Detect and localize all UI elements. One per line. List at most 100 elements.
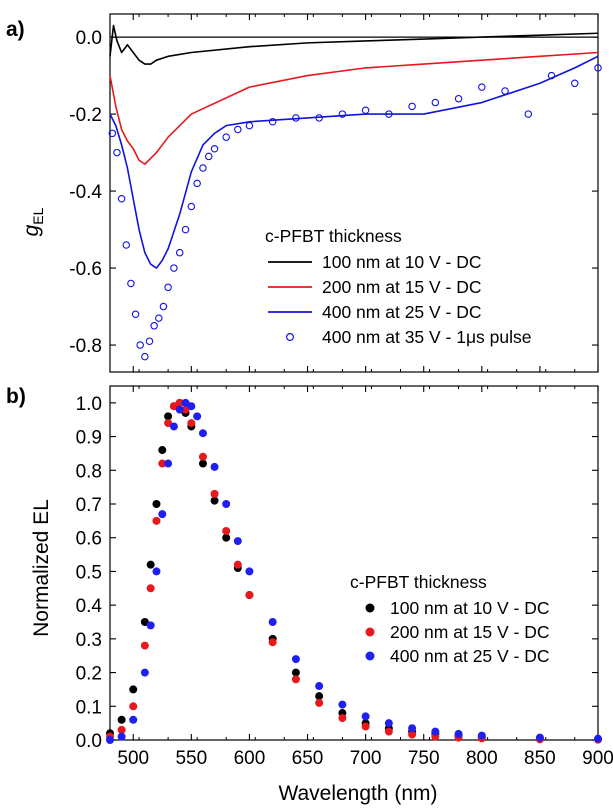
a-series-3-point bbox=[113, 148, 121, 157]
a-series-3-point bbox=[205, 152, 213, 161]
b-x-tick-label: 550 bbox=[175, 748, 207, 769]
a-series-3-point bbox=[571, 79, 579, 88]
a-series-3-point bbox=[181, 225, 190, 234]
b-series-2-point bbox=[338, 700, 347, 709]
a-series-3-point bbox=[268, 118, 277, 126]
b-series-0-point bbox=[152, 500, 161, 508]
a-series-3-point bbox=[210, 144, 219, 153]
a-y-tick-label: -0.2 bbox=[69, 105, 102, 126]
a-series-1-line bbox=[109, 51, 599, 165]
b-series-1-point bbox=[181, 405, 190, 414]
a-series-3-point bbox=[385, 110, 393, 118]
panel-a-y-title-sub: EL bbox=[30, 207, 46, 224]
panel-b-plot-area: 500 550 600 650 700 750 800 850 900 0.0 0.1 0.2 0.3 0… bbox=[76, 385, 613, 769]
b-series-2-point bbox=[146, 621, 155, 630]
a-series-3-point bbox=[131, 310, 140, 319]
a-series-3-point bbox=[136, 341, 144, 349]
b-series-2-point bbox=[245, 567, 254, 576]
b-series-2-point bbox=[210, 462, 219, 471]
a-series-3-point bbox=[222, 133, 230, 141]
a-series-3-point bbox=[145, 337, 154, 345]
panel-a-y-title-main: g bbox=[20, 224, 43, 236]
b-legend-label: 100 nm at 10 V - DC bbox=[390, 598, 550, 618]
b-x-tick-label: 500 bbox=[117, 748, 149, 769]
b-legend-label: 400 nm at 25 V - DC bbox=[390, 646, 550, 666]
b-series-0-point bbox=[164, 412, 173, 421]
b-series-1-point bbox=[152, 516, 161, 525]
b-series-0-point bbox=[158, 446, 167, 455]
a-series-3-point bbox=[108, 129, 117, 138]
b-series-1-point bbox=[222, 526, 231, 535]
b-series-1-point bbox=[187, 419, 196, 428]
a-legend-label: 200 nm at 15 V - DC bbox=[322, 277, 482, 297]
b-series-1-point bbox=[233, 560, 242, 569]
b-legend-swatch bbox=[365, 627, 375, 637]
x-axis-title: Wavelength (nm) bbox=[278, 782, 437, 805]
a-series-3-point bbox=[478, 83, 486, 91]
b-series-1-point bbox=[315, 698, 324, 707]
a-series-3-point bbox=[431, 98, 440, 107]
b-y-tick-label: 0.1 bbox=[76, 697, 102, 718]
a-series-3-point bbox=[454, 94, 463, 103]
b-series-2-point bbox=[117, 732, 126, 741]
b-x-tick-label: 700 bbox=[350, 748, 382, 769]
a-series-3-point bbox=[155, 314, 163, 322]
b-series-2-point bbox=[175, 405, 184, 414]
a-series-3-point bbox=[150, 322, 158, 330]
a-series-3-point bbox=[193, 179, 201, 188]
b-series-1-point bbox=[408, 730, 417, 739]
b-series-0-point bbox=[198, 459, 207, 468]
b-plot-frame bbox=[109, 385, 599, 741]
a-series-3-point bbox=[117, 195, 126, 203]
a-series-3-point bbox=[361, 106, 370, 114]
b-y-tick-label: 1.0 bbox=[76, 394, 102, 415]
b-series-2-point bbox=[181, 398, 190, 407]
b-series-1-point bbox=[169, 402, 178, 411]
b-series-1-point bbox=[164, 419, 173, 428]
b-series-2-point bbox=[408, 724, 417, 733]
b-series-2-point bbox=[187, 402, 196, 411]
b-y-tick-label: 0.9 bbox=[76, 428, 102, 449]
a-series-3-point bbox=[292, 114, 300, 122]
b-series-2-point bbox=[291, 655, 300, 664]
a-legend-swatch bbox=[286, 333, 295, 342]
a-series-3-point bbox=[234, 125, 242, 134]
a-series-3-point bbox=[594, 64, 602, 72]
b-legend-label: 200 nm at 15 V - DC bbox=[390, 622, 550, 642]
panel-a-plot-area: 0.0 -0.2 -0.4 -0.6 -0.8 c-PFBT thickness 100 n… bbox=[69, 13, 602, 373]
b-series-2-point bbox=[152, 567, 161, 576]
b-series-2-point bbox=[361, 712, 370, 721]
a-series-3-point bbox=[141, 352, 149, 361]
a-series-2-line bbox=[109, 55, 599, 269]
b-legend-title: c-PFBT thickness bbox=[350, 572, 487, 592]
b-series-2-point bbox=[198, 429, 207, 438]
b-series-1-point bbox=[361, 722, 370, 731]
b-series-0-point bbox=[146, 560, 155, 569]
panel-a-y-title: gEL bbox=[20, 207, 46, 236]
b-x-tick-label: 650 bbox=[292, 748, 324, 769]
a-series-3-point bbox=[159, 302, 168, 311]
b-series-1-point bbox=[268, 638, 277, 647]
b-series-1-point bbox=[129, 702, 138, 711]
b-series-1-point bbox=[291, 675, 300, 684]
b-series-0-point bbox=[315, 692, 324, 701]
b-series-2-point bbox=[164, 459, 173, 468]
b-series-0-point bbox=[117, 715, 126, 724]
b-x-tick-label: 800 bbox=[466, 748, 498, 769]
a-series-3-point bbox=[127, 279, 135, 288]
b-series-0-point bbox=[129, 685, 138, 694]
b-series-2-point bbox=[431, 727, 440, 736]
a-legend-label: 400 nm at 35 V - 1μs pulse bbox=[322, 327, 532, 347]
panel-b-y-title: Normalized EL bbox=[30, 499, 53, 637]
b-series-1-point bbox=[175, 398, 184, 407]
a-series-3-point bbox=[501, 87, 509, 95]
b-y-tick-label: 0.3 bbox=[76, 630, 102, 651]
a-legend-label: 400 nm at 25 V - DC bbox=[322, 302, 482, 322]
a-y-tick-label: -0.6 bbox=[69, 259, 102, 280]
b-x-tick-label: 850 bbox=[524, 748, 556, 769]
b-series-2-point bbox=[233, 537, 242, 546]
a-series-3-point bbox=[338, 110, 347, 118]
b-series-2-point bbox=[594, 734, 602, 743]
a-series-3-point bbox=[315, 114, 323, 122]
b-series-2-point bbox=[384, 719, 393, 728]
